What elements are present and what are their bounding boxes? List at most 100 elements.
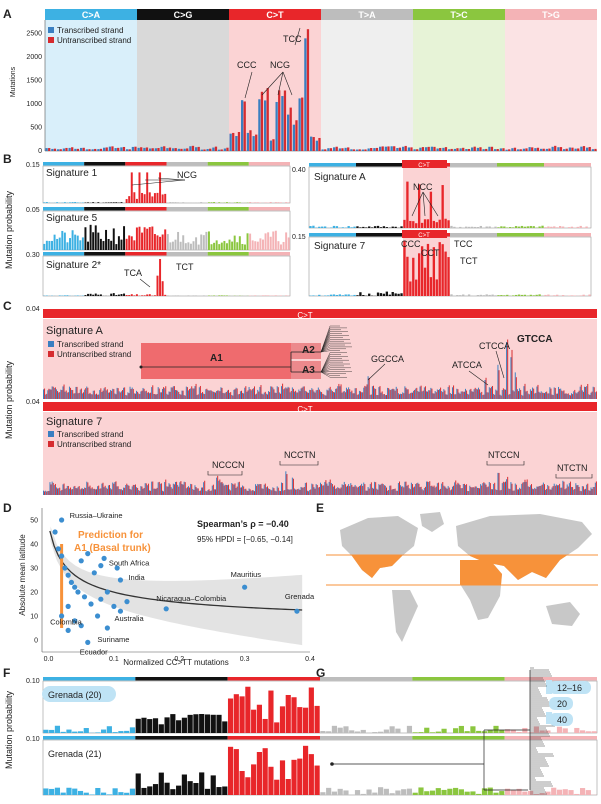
c-bar — [456, 388, 458, 399]
sig-bar — [562, 789, 568, 795]
sig-bar — [262, 748, 268, 795]
c-bar — [493, 393, 495, 399]
c-bar — [291, 477, 293, 495]
sig-bar — [156, 275, 159, 296]
sig-bar — [146, 172, 149, 203]
sig-bar — [117, 236, 120, 250]
c-bar — [105, 390, 107, 399]
sig-bar — [112, 293, 115, 296]
c-bar — [184, 395, 186, 399]
c-bar — [71, 389, 73, 399]
d-xtick-4: 0.4 — [305, 656, 315, 663]
c-bar — [190, 483, 192, 495]
sig-bar — [511, 295, 515, 296]
type-strip-0 — [309, 163, 356, 167]
sig-bar — [233, 749, 239, 795]
c-bar — [218, 390, 220, 399]
sig-bar — [74, 202, 77, 203]
c-bar — [113, 483, 115, 495]
c-bar — [309, 389, 311, 399]
c-bar — [349, 389, 351, 399]
sig-bar — [249, 233, 252, 250]
a-bar — [174, 148, 177, 151]
c-bar — [363, 387, 365, 399]
sig-bar — [285, 779, 291, 795]
c-bar — [217, 475, 219, 495]
sig-bar — [406, 256, 409, 296]
c-bar — [80, 388, 82, 399]
sig-bar — [74, 234, 77, 250]
c-bar — [565, 393, 567, 399]
sig-bar — [147, 719, 153, 733]
scatter-point — [104, 589, 110, 595]
c-bar — [317, 487, 319, 495]
a-bar — [241, 100, 244, 151]
c-bar — [388, 489, 390, 495]
panel-a-bars — [45, 29, 597, 152]
c-bar — [307, 392, 308, 399]
c-bar — [404, 386, 406, 399]
sig-bar — [274, 202, 277, 203]
c-bar — [568, 483, 570, 495]
sig-bar — [400, 293, 403, 296]
c-bar — [149, 393, 151, 399]
a-bar — [220, 149, 223, 151]
c-bar — [435, 392, 437, 399]
c-bar — [225, 484, 227, 495]
c-bar — [562, 391, 564, 399]
c-bar — [75, 386, 77, 399]
sig-bar — [200, 202, 203, 203]
sig-bar — [291, 697, 297, 733]
c-bar — [464, 388, 466, 399]
c-bar — [334, 485, 336, 495]
land-eurasia — [456, 514, 592, 580]
sig-bar — [391, 226, 394, 228]
type-strip-1 — [135, 677, 228, 681]
c-bar — [163, 491, 165, 495]
sig-bar — [71, 230, 74, 250]
c-bar — [246, 391, 248, 399]
a-bar — [197, 146, 200, 151]
c-bar — [285, 471, 287, 495]
c-bar — [112, 388, 114, 399]
c-bar — [397, 483, 399, 495]
c-bar — [237, 394, 239, 399]
a-bar — [108, 146, 112, 151]
a-bar — [350, 149, 353, 151]
c-bar — [591, 391, 593, 399]
c-bar — [298, 488, 300, 495]
a-bar — [341, 148, 344, 151]
sig-bar — [148, 227, 151, 250]
sig-bar — [551, 787, 557, 795]
sig-bar — [213, 202, 216, 203]
c-bar — [261, 488, 263, 495]
c-bar — [532, 387, 534, 399]
sig1-ann-line — [157, 177, 186, 181]
point-label: South Africa — [109, 559, 150, 568]
a-bar — [140, 147, 143, 151]
type-strip-0 — [309, 233, 356, 237]
a-bar — [243, 101, 246, 151]
sigA-ann-line — [411, 191, 424, 217]
tree-clade-a2 — [291, 343, 321, 359]
c-bar — [320, 391, 321, 399]
sig-bar — [415, 223, 418, 228]
c-bar — [409, 489, 411, 495]
c-bar — [499, 394, 501, 399]
c-bar — [131, 486, 133, 495]
c-bar — [357, 394, 359, 399]
sig-bar — [125, 238, 128, 250]
a-bar — [94, 148, 97, 151]
c-bar — [467, 393, 469, 399]
c-bar — [63, 483, 65, 495]
c-bar — [228, 484, 230, 495]
a-bar — [450, 148, 453, 151]
c-bar — [150, 392, 152, 399]
c-bar — [313, 391, 315, 399]
sig-bar — [458, 789, 464, 795]
sig-bar — [562, 728, 568, 733]
sig-bar — [123, 293, 126, 296]
land-greenland — [420, 512, 444, 532]
sig-bar — [280, 244, 282, 250]
sig-bar — [385, 291, 389, 296]
